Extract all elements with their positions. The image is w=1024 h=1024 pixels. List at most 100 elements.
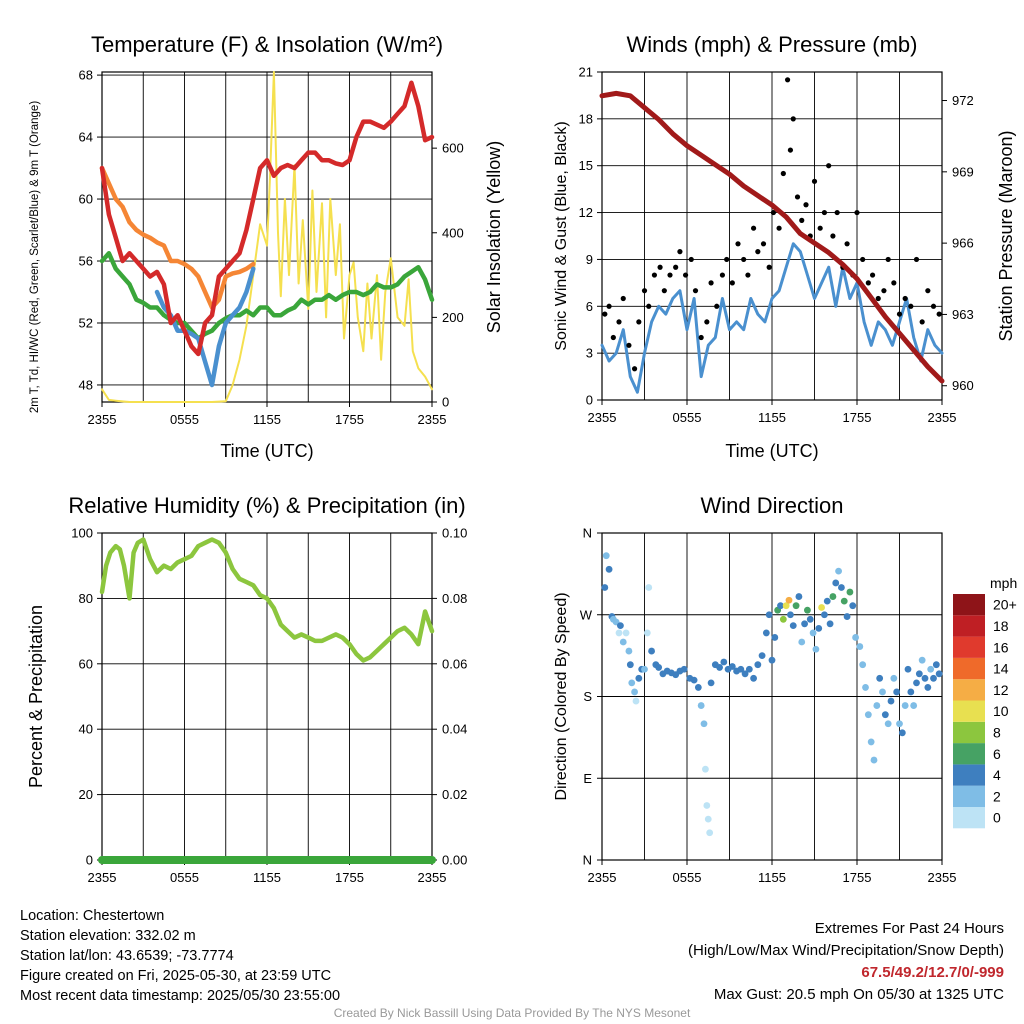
direction-point: [680, 665, 688, 673]
extremes-values: 67.5/49.2/12.7/0/-999: [861, 964, 1004, 981]
colorbar-swatch: [953, 700, 985, 722]
chart-title: Temperature (F) & Insolation (W/m²): [91, 32, 443, 57]
x-tick-label: 1155: [758, 410, 786, 425]
x-tick-label: 0555: [673, 870, 702, 885]
direction-point: [915, 670, 923, 678]
y-tick-label: 100: [71, 526, 93, 541]
direction-point: [907, 688, 915, 696]
y-tick-label: N: [583, 526, 592, 541]
direction-point: [901, 702, 909, 709]
x-tick-label: 2355: [588, 870, 617, 885]
y-tick-label: 64: [79, 130, 93, 145]
direction-point: [625, 647, 633, 655]
direction-point: [605, 565, 613, 573]
colorbar-swatch: [953, 785, 985, 807]
gust-point: [692, 288, 699, 294]
direction-point: [864, 711, 872, 719]
y-tick-label: 15: [579, 158, 593, 173]
gust-point: [741, 256, 747, 263]
direction-point: [702, 765, 709, 773]
colorbar-label: 18: [993, 618, 1009, 634]
panel-temperature: 2355 0555 1155 1755 2355 Temperature (F) & In…: [29, 32, 504, 461]
y-tick-label: 80: [79, 591, 93, 606]
elevation-text: Station elevation: 332.02 m: [20, 928, 196, 944]
gust-point: [735, 241, 741, 247]
gust-point: [776, 225, 782, 231]
colorbar-swatch: [953, 615, 985, 637]
direction-point: [700, 720, 708, 728]
gust-point: [745, 272, 751, 278]
x-tick-label: 1755: [335, 870, 364, 885]
direction-point: [626, 661, 634, 669]
gust-point: [821, 209, 828, 216]
direction-point: [823, 597, 831, 605]
created-text: Figure created on Fri, 2025-05-30, at 23…: [20, 968, 332, 984]
direction-point: [859, 661, 867, 669]
direction-point: [728, 663, 736, 670]
series-line: [99, 165, 256, 310]
direction-point: [821, 611, 828, 619]
gust-point: [766, 264, 772, 270]
direction-point: [785, 596, 793, 604]
direction-point: [826, 620, 834, 628]
direction-point: [628, 679, 636, 687]
chart-title: Winds (mph) & Pressure (mb): [627, 32, 918, 57]
panel-humidity: 2355 0555 1155 1755 2355 Relative Humidity (%…: [26, 493, 467, 885]
x-tick-label: 1155: [253, 870, 281, 885]
gust-point: [646, 303, 652, 309]
y-tick-label: 21: [579, 65, 593, 80]
direction-point: [641, 665, 648, 673]
gust-point: [891, 280, 897, 286]
y-tick-label: 56: [79, 254, 93, 269]
direction-point: [795, 593, 803, 600]
direction-point: [890, 674, 898, 682]
y-tick-label: 18: [579, 111, 593, 126]
direction-point: [635, 674, 643, 682]
x-tick-label: 2355: [418, 870, 447, 885]
x-tick-label: 0555: [673, 410, 702, 425]
credit-text: Created By Nick Bassill Using Data Provi…: [333, 1006, 691, 1020]
direction-point: [846, 588, 854, 596]
y-axis-label: Direction (Colored By Speed): [553, 592, 570, 800]
gust-point: [755, 249, 761, 255]
direction-point: [815, 624, 823, 632]
chart-title: Wind Direction: [700, 493, 843, 518]
colorbar-swatch: [953, 743, 985, 765]
direction-point: [884, 720, 892, 728]
direction-point: [852, 634, 859, 641]
y2-tick-label: 963: [952, 307, 974, 322]
direction-point: [750, 674, 757, 682]
direction-point: [615, 629, 623, 637]
direction-point: [838, 584, 845, 591]
direction-point: [806, 615, 814, 623]
direction-point: [720, 658, 728, 666]
colorbar-swatch: [953, 807, 985, 829]
gust-point: [790, 116, 796, 122]
direction-point: [935, 670, 943, 678]
gust-point: [682, 272, 689, 278]
gust-point: [826, 163, 832, 169]
y-tick-label: E: [583, 771, 592, 786]
colorbar-swatch: [953, 594, 985, 616]
gust-point: [704, 319, 710, 325]
gust-point: [651, 272, 658, 278]
direction-point: [898, 729, 906, 737]
colorbar-swatch: [953, 721, 985, 744]
direction-point: [619, 638, 627, 646]
direction-point: [690, 676, 698, 684]
direction-point: [832, 579, 840, 587]
colorbar-label: 16: [993, 639, 1009, 655]
direction-point: [622, 629, 630, 637]
gust-point: [860, 256, 866, 263]
direction-point: [812, 645, 820, 653]
colorbar-label: 2: [993, 788, 1001, 804]
y-tick-label: 40: [79, 722, 93, 737]
direction-point: [862, 684, 869, 691]
y-tick-label: 0: [86, 853, 93, 868]
colorbar-label: 0: [993, 810, 1001, 826]
panel-winds: 2355 0555 1155 1755 2355 Winds (mph) & Pressu…: [553, 32, 1016, 461]
direction-point: [792, 602, 800, 610]
direction-point: [789, 622, 797, 630]
y-tick-label: 60: [79, 656, 93, 671]
